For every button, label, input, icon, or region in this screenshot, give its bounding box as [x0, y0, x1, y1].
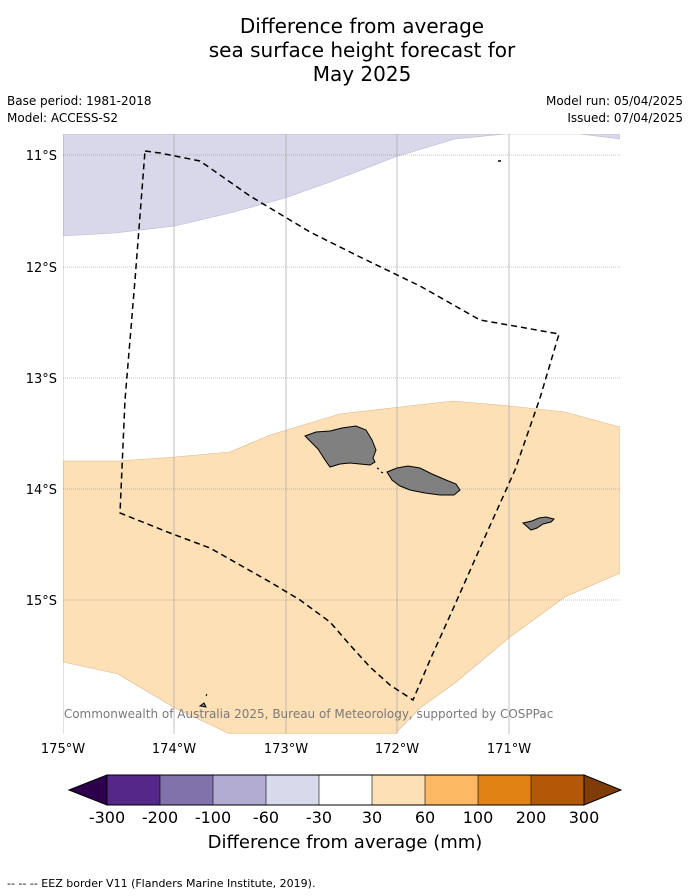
colorbar-label-5: 30	[362, 808, 382, 827]
lon-label-174w: 174°W	[152, 742, 196, 757]
lon-label-171w: 171°W	[487, 742, 531, 757]
eez-border	[119, 150, 560, 702]
issued-date: Issued: 07/04/2025	[567, 111, 683, 125]
title-line-1: Difference from average	[239, 14, 485, 38]
island-manono-apolima	[376, 467, 384, 474]
islet-southwest	[198, 693, 208, 708]
colorbar-bin-2	[160, 775, 213, 805]
title-line-2: sea surface height forecast for	[208, 38, 516, 62]
land-masses	[198, 160, 555, 708]
colorbar-bin-3	[213, 775, 266, 805]
colorbar-title: Difference from average (mm)	[207, 832, 483, 853]
island-upolu	[386, 465, 461, 496]
lat-label-11s: 11°S	[26, 149, 57, 164]
copyright-text: © Commonwealth of Australia 2025, Bureau…	[48, 707, 553, 721]
island-savaii	[304, 425, 377, 468]
model-name: Model: ACCESS-S2	[7, 111, 119, 125]
colorbar-label-9: 300	[569, 808, 600, 827]
lon-label-175w: 175°W	[41, 742, 85, 757]
chart-title: Difference from average sea surface heig…	[0, 14, 690, 86]
anomaly-negative-region	[63, 134, 620, 237]
latitude-labels: 11°S 12°S 13°S 14°S 15°S	[26, 149, 57, 609]
colorbar-bin-7	[425, 775, 478, 805]
meta-right: Model run: 05/04/2025 Issued: 07/04/2025	[546, 93, 683, 127]
colorbar: -300 -200 -100 -60 -30 30 60 100 200 300	[67, 774, 623, 827]
lat-label-15s: 15°S	[26, 594, 57, 609]
lat-label-14s: 14°S	[26, 483, 57, 498]
anomaly-positive-region	[63, 400, 620, 734]
colorbar-label-2: -100	[195, 808, 231, 827]
colorbar-label-3: -60	[253, 808, 279, 827]
longitude-labels: 175°W 174°W 173°W 172°W 171°W	[41, 742, 531, 757]
colorbar-label-6: 60	[415, 808, 435, 827]
lon-label-172w: 172°W	[375, 742, 419, 757]
colorbar-label-1: -200	[142, 808, 178, 827]
colorbar-bin-1	[107, 775, 160, 805]
colorbar-label-8: 200	[516, 808, 547, 827]
colorbar-extend-high	[583, 774, 623, 806]
meta-left: Base period: 1981-2018 Model: ACCESS-S2	[7, 93, 152, 127]
graticule	[63, 134, 620, 734]
colorbar-bin-4	[266, 775, 319, 805]
title-line-3: May 2025	[312, 62, 412, 86]
colorbar-label-0: -300	[89, 808, 125, 827]
colorbar-bin-6	[372, 775, 425, 805]
base-period: Base period: 1981-2018	[7, 94, 152, 108]
colorbar-bin-5	[319, 775, 372, 805]
colorbar-bin-9	[531, 775, 584, 805]
lat-label-12s: 12°S	[26, 261, 57, 276]
colorbar-bin-8	[478, 775, 531, 805]
lat-label-13s: 13°S	[26, 372, 57, 387]
colorbar-dividers	[159, 775, 532, 805]
model-run: Model run: 05/04/2025	[545, 94, 683, 108]
colorbar-outline	[106, 774, 585, 806]
lon-label-173w: 173°W	[264, 742, 308, 757]
island-tutuila	[521, 516, 555, 531]
map-panel: © Commonwealth of Australia 2025, Bureau…	[48, 134, 620, 734]
eez-legend: -- -- -- EEZ border V11 (Flanders Marine…	[7, 877, 316, 890]
colorbar-label-7: 100	[463, 808, 494, 827]
colorbar-extend-low	[67, 774, 108, 806]
colorbar-label-4: -30	[306, 808, 332, 827]
